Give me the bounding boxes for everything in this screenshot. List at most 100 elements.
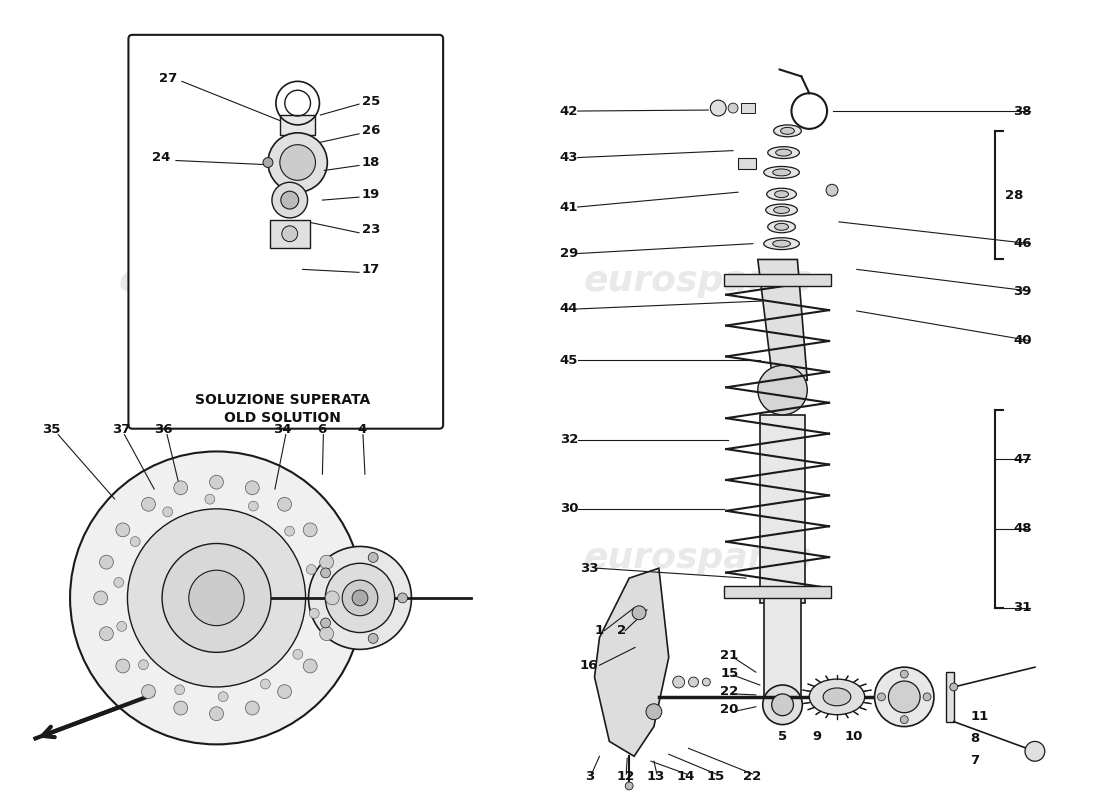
Ellipse shape [763,238,800,250]
Ellipse shape [768,146,800,158]
Bar [270,220,309,248]
Circle shape [878,693,886,701]
Circle shape [189,570,244,626]
Ellipse shape [763,166,800,178]
Circle shape [113,578,123,587]
Ellipse shape [823,688,850,706]
Circle shape [261,679,271,689]
Text: 33: 33 [580,562,598,574]
Circle shape [130,537,140,546]
Text: 22: 22 [720,686,738,698]
Circle shape [272,182,308,218]
Circle shape [99,626,113,641]
Text: 46: 46 [1013,237,1032,250]
Circle shape [282,226,298,242]
Circle shape [949,683,958,691]
Ellipse shape [810,679,865,714]
Circle shape [205,494,214,504]
Circle shape [116,659,130,673]
Text: 11: 11 [970,710,989,723]
Circle shape [277,498,292,511]
Circle shape [70,451,363,744]
Text: 29: 29 [560,247,579,260]
Circle shape [352,590,367,606]
Circle shape [874,667,934,726]
Circle shape [728,103,738,113]
Text: 22: 22 [742,770,761,782]
Text: 34: 34 [273,423,292,436]
Circle shape [162,543,271,652]
Ellipse shape [773,125,802,137]
Bar [724,586,830,598]
Circle shape [397,593,407,603]
Text: 10: 10 [845,730,864,743]
Text: 1: 1 [594,624,604,637]
Circle shape [320,618,330,628]
Text: 17: 17 [362,263,381,276]
Circle shape [900,670,909,678]
Text: 16: 16 [580,658,598,672]
Ellipse shape [767,188,796,200]
Ellipse shape [781,127,794,134]
Text: 43: 43 [560,151,579,164]
Circle shape [368,634,378,643]
Text: 20: 20 [720,703,738,716]
Circle shape [306,565,316,574]
Circle shape [309,609,319,618]
Text: 5: 5 [778,730,786,743]
Ellipse shape [776,149,792,156]
Text: eurospares: eurospares [584,264,813,298]
Text: 36: 36 [154,423,173,436]
Text: 15: 15 [706,770,725,782]
Circle shape [268,133,328,192]
Circle shape [320,555,333,569]
Text: 15: 15 [720,666,738,680]
Ellipse shape [774,223,789,230]
FancyBboxPatch shape [129,35,443,429]
Circle shape [142,498,155,511]
Circle shape [320,568,330,578]
Circle shape [342,580,377,616]
Circle shape [326,591,339,605]
Circle shape [293,650,303,659]
Circle shape [923,693,931,701]
Text: 39: 39 [1013,285,1032,298]
Polygon shape [758,259,807,380]
Text: 4: 4 [358,423,366,436]
Circle shape [304,659,317,673]
Text: 21: 21 [720,649,738,662]
Text: 23: 23 [362,223,381,236]
Bar [279,115,316,134]
Ellipse shape [768,221,795,233]
Text: 35: 35 [42,423,60,436]
Circle shape [174,481,188,494]
Circle shape [210,475,223,489]
Circle shape [900,716,909,723]
Text: 13: 13 [647,770,666,782]
Circle shape [320,626,333,641]
Bar [946,672,954,722]
Text: eurospares: eurospares [119,542,348,575]
Circle shape [758,366,807,415]
Text: 26: 26 [362,124,381,138]
Circle shape [304,523,317,537]
Text: 19: 19 [362,188,381,201]
Ellipse shape [773,206,790,214]
Text: 44: 44 [560,302,579,315]
Circle shape [116,523,130,537]
Circle shape [285,526,295,536]
Circle shape [175,685,185,694]
Circle shape [263,158,273,167]
Circle shape [174,701,188,715]
Ellipse shape [772,169,791,176]
Text: 38: 38 [1013,105,1032,118]
Bar [738,158,756,170]
Text: 25: 25 [362,94,381,108]
Text: 2: 2 [617,624,626,637]
Circle shape [646,704,662,720]
Text: 7: 7 [970,754,980,766]
Circle shape [117,622,126,631]
Text: 27: 27 [160,72,177,85]
Circle shape [163,507,173,517]
Text: 40: 40 [1013,334,1032,347]
